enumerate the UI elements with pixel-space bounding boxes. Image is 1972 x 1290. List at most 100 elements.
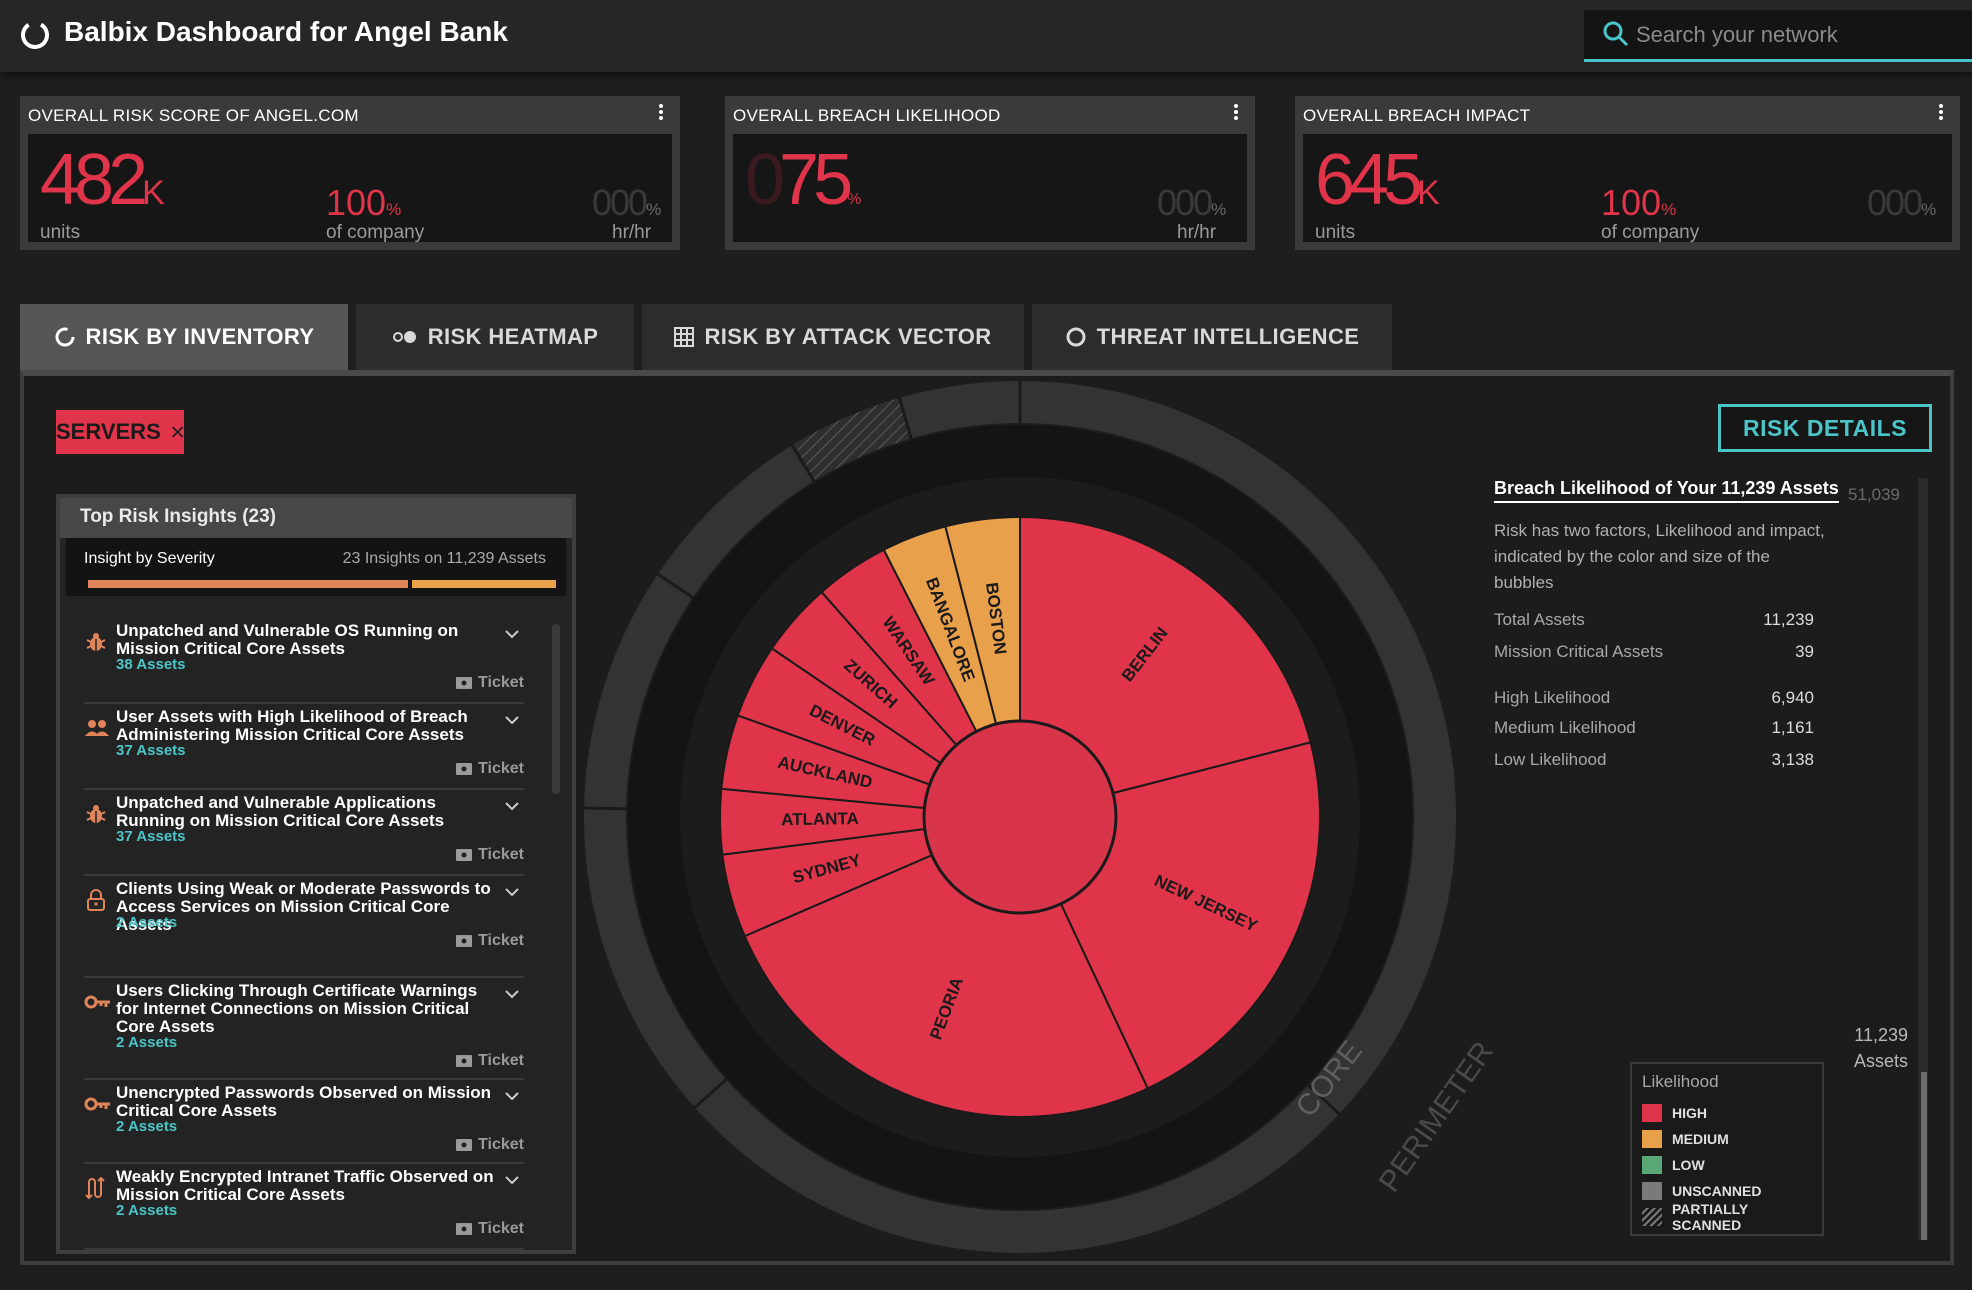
insight-assets-link[interactable]: 38 Assets [116,656,186,673]
risk-pct-label: of company [326,222,425,243]
legend-item: MEDIUM [1642,1126,1812,1152]
ticket-label: Ticket [478,1220,524,1237]
search-input[interactable] [1636,18,1956,52]
top-bar: Balbix Dashboard for Angel Bank [0,0,1972,72]
close-icon[interactable] [171,424,184,440]
search-box[interactable] [1584,10,1972,62]
ticket-button[interactable]: Ticket [456,932,524,950]
stat-medium-likelihood: Medium Likelihood 1,161 [1494,718,1814,737]
insights-scrollbar[interactable] [552,624,560,794]
more-menu-icon[interactable] [1932,102,1950,126]
insights-title: Top Risk Insights (23) [60,498,572,538]
legend-swatch [1642,1182,1662,1200]
legend-item: UNSCANNED [1642,1178,1812,1204]
top-risk-insights: Top Risk Insights (23) Insight by Severi… [56,494,576,1254]
severity-label: Insight by Severity [84,550,215,567]
insight-item[interactable]: Users Clicking Through Certificate Warni… [84,982,524,1080]
ticket-button[interactable]: Ticket [456,760,524,778]
legend-item: HIGH [1642,1100,1812,1126]
ring-icon [55,327,75,347]
chevron-down-icon[interactable] [504,886,520,898]
ticket-label: Ticket [478,932,524,949]
card-title: OVERALL RISK SCORE OF ANGEL.COM [28,106,359,125]
ticket-label: Ticket [478,1052,524,1069]
risk-trend-label: hr/hr [612,222,652,243]
ticket-button[interactable]: Ticket [456,674,524,692]
legend-label: PARTIALLY SCANNED [1672,1201,1748,1233]
ticket-label: Ticket [478,846,524,863]
card-title: OVERALL BREACH IMPACT [1303,106,1531,125]
impact-pct-value: 100% [1601,182,1677,223]
insight-assets-link[interactable]: 37 Assets [116,828,186,845]
partially-scanned-segment[interactable] [792,397,912,482]
insight-title: Unpatched and Vulnerable OS Running on M… [116,621,459,658]
ticket-icon [456,849,473,861]
insight-assets-link[interactable]: 2 Assets [116,1202,178,1219]
tab-threat-intelligence[interactable]: THREAT INTELLIGENCE [1032,304,1392,370]
insight-assets-link[interactable]: 2 Assets [116,914,178,931]
grid-icon [674,327,695,347]
chevron-down-icon[interactable] [504,628,520,640]
chevron-down-icon[interactable] [504,714,520,726]
core-ring-gap [628,425,1412,1209]
ticket-button[interactable]: Ticket [456,1220,524,1238]
ticket-button[interactable]: Ticket [456,846,524,864]
search-icon [1603,21,1629,47]
risk-score-unit: units [40,222,81,243]
tab-risk-by-attack-vector[interactable]: RISK BY ATTACK VECTOR [642,304,1024,370]
insight-title: Users Clicking Through Certificate Warni… [116,981,478,1036]
insight-item[interactable]: User Assets with High Likelihood of Brea… [84,708,524,790]
perimeter-divider [582,806,629,811]
bug-icon [84,802,108,826]
ticket-icon [456,935,473,947]
insight-item[interactable]: Weakly Encrypted Intranet Traffic Observ… [84,1168,524,1250]
legend-label: HIGH [1672,1105,1707,1121]
stat-mission-critical: Mission Critical Assets 39 [1494,642,1814,661]
legend-item: LOW [1642,1152,1812,1178]
card-title: OVERALL BREACH LIKELIHOOD [733,106,1001,125]
chevron-down-icon[interactable] [504,988,520,1000]
likelihood-trend-value: 000% [1157,182,1227,223]
ticket-icon [456,763,473,775]
chevron-down-icon[interactable] [504,1174,520,1186]
insight-assets-link[interactable]: 2 Assets [116,1034,178,1051]
perimeter-divider [897,395,914,441]
risk-score-card: OVERALL RISK SCORE OF ANGEL.COM 482K uni… [20,96,680,250]
more-menu-icon[interactable] [652,102,670,126]
ticket-icon [456,1055,473,1067]
more-menu-icon[interactable] [1227,102,1245,126]
bug-icon [84,630,108,654]
filter-chip-servers[interactable]: SERVERS [56,410,184,454]
chevron-down-icon[interactable] [504,800,520,812]
chevron-down-icon[interactable] [504,1090,520,1102]
balbix-logo-icon [21,21,49,49]
breach-likelihood-card: OVERALL BREACH LIKELIHOOD 075% 000% hr/h… [725,96,1255,250]
insight-item[interactable]: Unpatched and Vulnerable Applications Ru… [84,794,524,876]
insight-item[interactable]: Unencrypted Passwords Observed on Missio… [84,1084,524,1164]
severity-bar-high [88,580,408,588]
tab-risk-by-inventory[interactable]: RISK BY INVENTORY [20,304,348,370]
insight-title: Clients Using Weak or Moderate Passwords… [116,879,491,934]
details-title: Breach Likelihood of Your 11,239 Assets [1494,478,1839,503]
legend-swatch [1642,1130,1662,1148]
risk-details-button[interactable]: RISK DETAILS [1718,404,1932,452]
tab-risk-heatmap[interactable]: RISK HEATMAP [356,304,634,370]
legend-item: PARTIALLY SCANNED [1642,1201,1812,1233]
impact-unit: units [1315,222,1356,243]
asset-axis-fill [1921,1072,1927,1240]
likelihood-legend: Likelihood HIGH MEDIUM LOW UNSCANNED PARTIAL… [1630,1062,1824,1236]
perimeter-divider [1306,1082,1342,1117]
app-title: Balbix Dashboard for Angel Bank [64,16,508,47]
risk-pct-value: 100% [326,182,402,223]
risk-trend-value: 000% [592,182,662,223]
insight-item[interactable]: Unpatched and Vulnerable OS Running on M… [84,622,524,704]
legend-label: UNSCANNED [1672,1183,1762,1199]
ticket-button[interactable]: Ticket [456,1052,524,1070]
core-center[interactable] [922,719,1118,915]
likelihood-trend-label: hr/hr [1177,222,1217,243]
insight-item[interactable]: Clients Using Weak or Moderate Passwords… [84,880,524,978]
ticket-button[interactable]: Ticket [456,1136,524,1154]
breach-impact-card: OVERALL BREACH IMPACT 645K units 100% of… [1295,96,1960,250]
insight-assets-link[interactable]: 37 Assets [116,742,186,759]
insight-assets-link[interactable]: 2 Assets [116,1118,178,1135]
